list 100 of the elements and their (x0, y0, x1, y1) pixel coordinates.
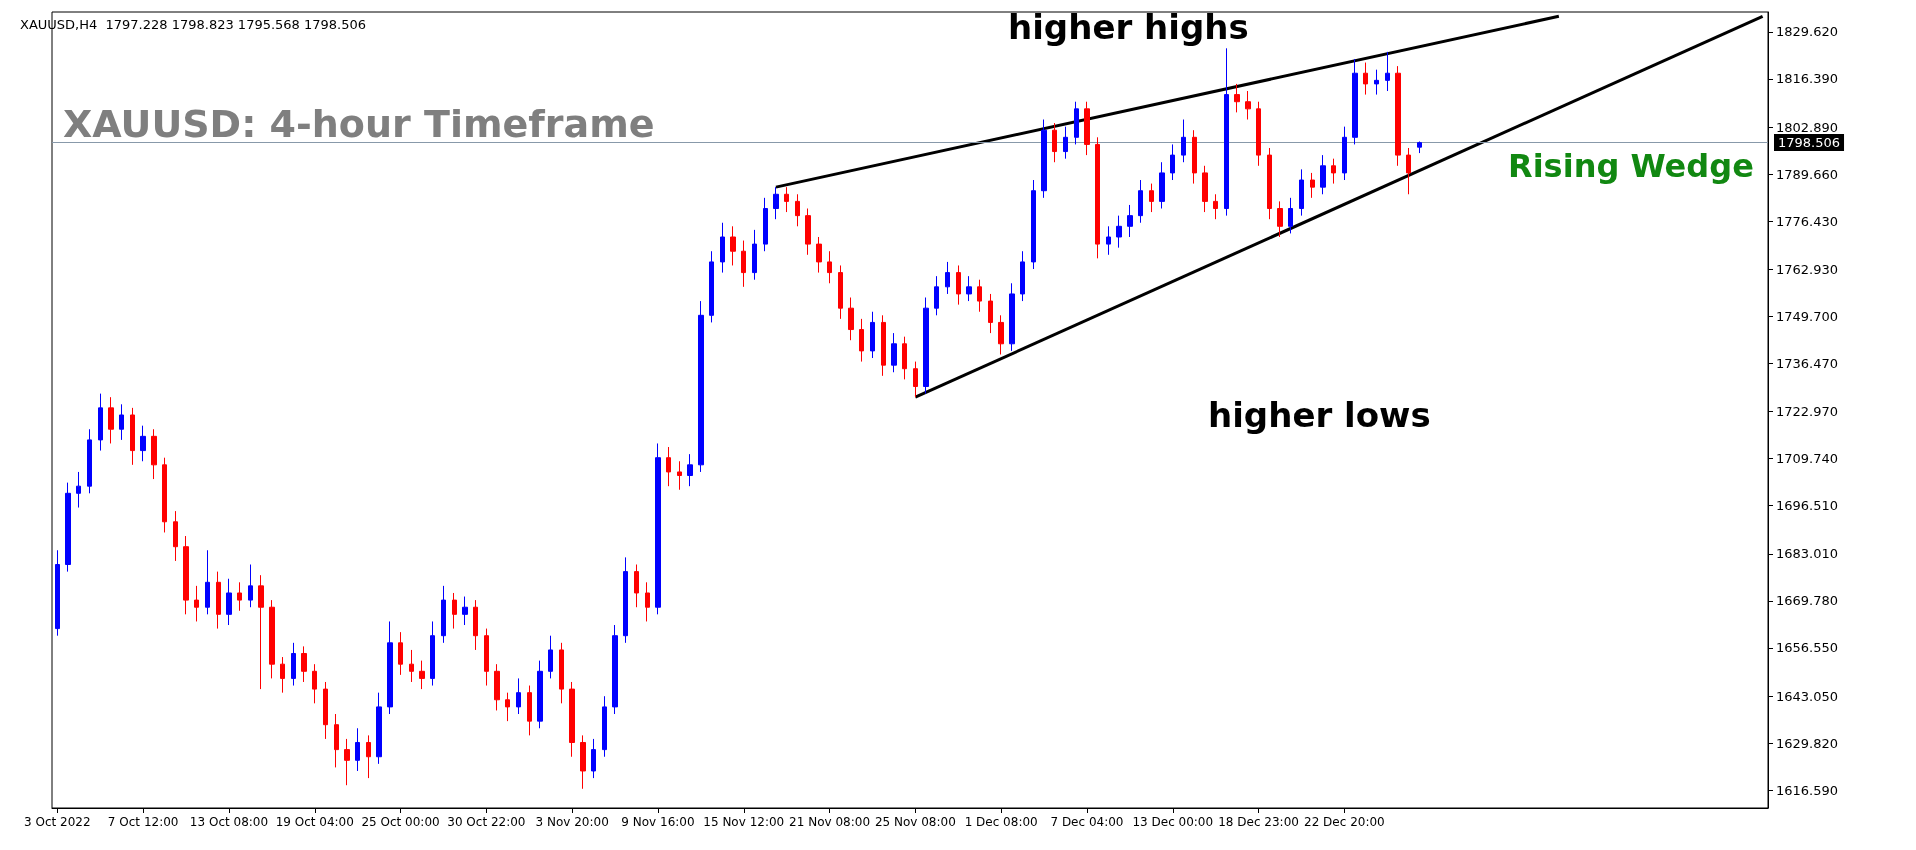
candlestick (602, 695, 607, 758)
candlestick (312, 663, 317, 704)
candlestick (1277, 200, 1283, 238)
candlestick (698, 300, 704, 473)
y-tick-label: 1696.510 (1776, 498, 1839, 514)
y-tick-label: 1656.550 (1776, 640, 1839, 656)
x-tick-label: 22 Dec 20:00 (1304, 815, 1385, 829)
x-tick-label: 9 Nov 16:00 (621, 815, 695, 829)
candlestick (430, 620, 435, 687)
x-tick-label: 15 Nov 12:00 (703, 815, 785, 829)
candlestick (194, 585, 199, 622)
y-tick-label: 1789.660 (1776, 166, 1839, 182)
candlestick (248, 564, 253, 608)
y-tick-label: 1643.050 (1776, 688, 1839, 704)
candlestick (1009, 282, 1015, 352)
candlestick (1159, 161, 1165, 210)
candlestick (859, 318, 864, 363)
candlestick (805, 208, 811, 256)
candlestick (1374, 69, 1379, 96)
candlestick (1395, 65, 1401, 167)
candlestick (1138, 179, 1143, 224)
candlestick (1417, 141, 1422, 154)
candlestick (709, 250, 714, 323)
candlestick (677, 460, 682, 491)
candlestick (741, 240, 746, 288)
candlestick (237, 581, 242, 612)
candlestick (376, 692, 382, 765)
x-tick-label: 13 Dec 00:00 (1132, 815, 1214, 829)
candlestick (591, 738, 596, 779)
candlestick (623, 556, 628, 644)
x-tick-label: 1 Dec 08:00 (964, 815, 1038, 829)
candlestick (1031, 179, 1036, 270)
candlestick (1213, 193, 1218, 220)
annotation: higher lows (1208, 395, 1431, 435)
candlestick (334, 713, 339, 768)
candlestick (848, 297, 854, 341)
x-tick-label: 7 Dec 04:00 (1050, 815, 1124, 829)
candlestick (1406, 147, 1411, 195)
y-tick-label: 1709.740 (1776, 451, 1839, 467)
candlestick (1299, 168, 1304, 217)
candlestick (1074, 101, 1079, 145)
candlestick (580, 734, 586, 790)
y-tick-label: 1776.430 (1776, 213, 1839, 229)
candlestick (827, 250, 832, 284)
candlestick (998, 314, 1004, 355)
candlestick (119, 403, 124, 441)
candlestick (902, 336, 907, 380)
candlestick (366, 734, 371, 779)
candlestick (773, 186, 779, 220)
candlestick (173, 510, 178, 562)
candlestick (216, 571, 221, 630)
candlestick (87, 428, 92, 494)
candlestick (183, 535, 189, 615)
candlestick (258, 574, 264, 690)
y-tick-label: 1629.820 (1776, 735, 1839, 751)
x-tick-label: 3 Oct 2022 (24, 815, 91, 829)
annotation: higher highs (1008, 7, 1249, 47)
y-tick-label: 1722.970 (1776, 404, 1839, 420)
candlestick (1095, 136, 1100, 259)
candlestick (784, 186, 789, 213)
candlestick (1310, 172, 1315, 199)
annotation: XAUUSD,H4 1797.228 1798.823 1795.568 1798.506 (20, 17, 367, 32)
candlestick (956, 264, 961, 306)
x-tick-label: 3 Nov 20:00 (535, 815, 609, 829)
candlestick (516, 677, 521, 715)
candlestick (162, 457, 167, 533)
x-tick-label: 19 Oct 04:00 (275, 815, 354, 829)
candlestick (1020, 250, 1025, 302)
candlestick (966, 275, 972, 302)
candlestick (1245, 90, 1251, 121)
candlestick (923, 297, 929, 395)
candlestick (1063, 126, 1068, 160)
candlestick (537, 660, 543, 729)
candlestick (387, 620, 393, 715)
candlestick (569, 681, 575, 758)
candlestick (1267, 147, 1272, 220)
x-tick-label: 7 Oct 12:00 (107, 815, 179, 829)
candlestick (98, 393, 103, 452)
text: XAUUSD: 4-hour Timeframe (63, 102, 655, 146)
candlestick (441, 585, 446, 644)
candlestick (1352, 58, 1358, 145)
candlestick (527, 685, 532, 736)
candlestick (355, 727, 360, 772)
candlestick (1084, 101, 1090, 156)
y-tick-label: 1829.620 (1776, 24, 1839, 40)
candlestick (280, 656, 285, 694)
ref-line-label: 1798.506 (1778, 135, 1841, 151)
candlestick (473, 599, 478, 651)
candlestick (76, 471, 81, 509)
x-tick-label: 25 Oct 00:00 (361, 815, 440, 829)
candlestick (269, 599, 275, 679)
candlestick (1106, 225, 1111, 256)
candlestick (1320, 154, 1326, 195)
candlestick (291, 642, 296, 687)
candlestick (494, 663, 500, 711)
candlestick (548, 635, 553, 679)
candlestick (323, 681, 328, 740)
candlestick (398, 631, 403, 676)
candlestick (870, 311, 875, 359)
candlestick (1202, 165, 1208, 213)
